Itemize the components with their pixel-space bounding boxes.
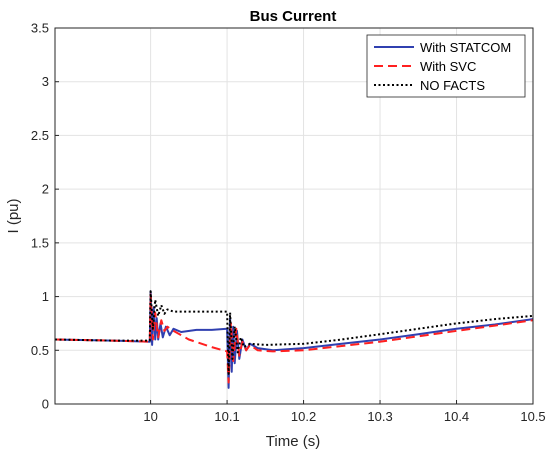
axes-box [54, 27, 534, 405]
x-axis-label: Time (s) [266, 433, 320, 450]
y-tick-label: 1 [42, 289, 49, 304]
chart-title: Bus Current [250, 8, 337, 25]
y-tick-label: 0 [42, 397, 49, 412]
x-tick-label: 10.4 [444, 409, 469, 424]
x-tick-label: 10.5 [520, 409, 545, 424]
y-tick-label: 3 [42, 74, 49, 89]
series-line-statcom [54, 290, 534, 389]
tick-labels: 10 10.1 10.2 10.3 10.4 10.5 0 0.5 1 1.5 2 2.5 3 3.5 [31, 21, 546, 425]
legend: With STATCOM With SVC NO FACTS [366, 34, 526, 98]
legend-label-no-facts: NO FACTS [420, 78, 485, 93]
y-tick-label: 2.5 [31, 128, 49, 143]
series-line-no-facts [54, 290, 534, 375]
x-tick-label: 10.2 [291, 409, 316, 424]
x-tick-label: 10 [143, 409, 157, 424]
y-tick-label: 1.5 [31, 235, 49, 250]
x-tick-label: 10.3 [367, 409, 392, 424]
series-lines [54, 290, 534, 389]
x-tick-label: 10.1 [214, 409, 239, 424]
y-tick-label: 0.5 [31, 343, 49, 358]
y-axis-label: I (pu) [5, 198, 22, 233]
legend-label-statcom: With STATCOM [420, 40, 511, 55]
y-tick-label: 2 [42, 182, 49, 197]
legend-label-svc: With SVC [420, 59, 476, 74]
y-tick-label: 3.5 [31, 21, 49, 36]
